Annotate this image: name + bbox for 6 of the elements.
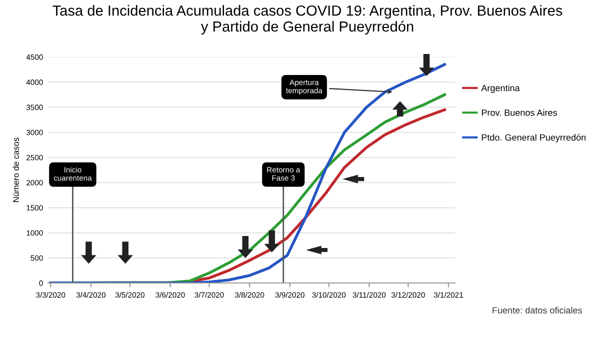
y-axis-title: Número de casos: [12, 138, 19, 202]
legend-label: Argentina: [481, 84, 520, 93]
chart-title: Tasa de Incidencia Acumulada casos COVID 19: Argentina, Prov. Buenos Aires y Partido de General Pueyrredón: [52, 5, 562, 35]
legend-label: Ptdo. General Pueyrredón: [482, 134, 586, 142]
source-note: Fuente: datos oficiales: [492, 306, 582, 314]
legend-label: Prov. Buenos Aires: [482, 109, 557, 116]
